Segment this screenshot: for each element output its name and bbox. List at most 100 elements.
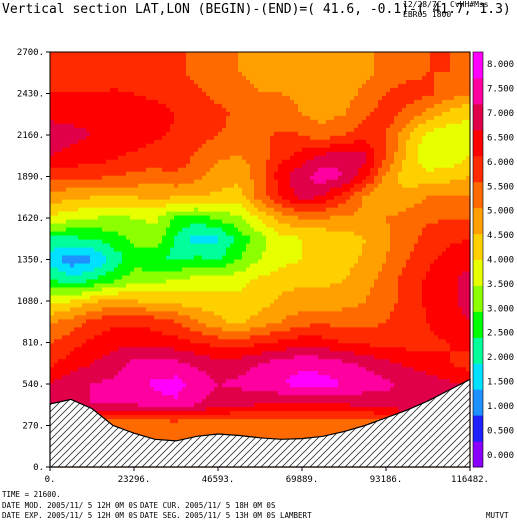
heatmap-cell xyxy=(102,155,107,161)
heatmap-row xyxy=(50,131,471,137)
heatmap-cell xyxy=(262,115,267,121)
heatmap-cell xyxy=(302,215,307,221)
heatmap-cell xyxy=(142,151,147,157)
heatmap-cell xyxy=(354,187,359,193)
heatmap-cell xyxy=(82,211,87,217)
heatmap-cell xyxy=(450,91,455,97)
heatmap-cell xyxy=(222,155,227,161)
heatmap-cell xyxy=(398,55,403,61)
heatmap-cell xyxy=(194,163,199,169)
heatmap-cell xyxy=(370,167,375,173)
heatmap-cell xyxy=(286,171,291,177)
heatmap-cell xyxy=(198,67,203,73)
heatmap-cell xyxy=(50,107,55,113)
heatmap-cell xyxy=(306,223,311,229)
heatmap-cell xyxy=(90,127,95,133)
heatmap-cell xyxy=(346,123,351,129)
heatmap-cell xyxy=(226,195,231,201)
heatmap-cell xyxy=(278,227,283,233)
heatmap-cell xyxy=(410,63,415,69)
heatmap-cell xyxy=(186,203,191,209)
heatmap-cell xyxy=(374,103,379,109)
heatmap-cell xyxy=(210,211,215,217)
heatmap-cell xyxy=(238,115,243,121)
heatmap-cell xyxy=(202,115,207,121)
heatmap-cell xyxy=(442,147,447,153)
heatmap-cell xyxy=(174,199,179,205)
heatmap-cell xyxy=(138,139,143,145)
heatmap-cell xyxy=(206,79,211,85)
heatmap-cell xyxy=(158,99,163,105)
heatmap-cell xyxy=(66,187,71,193)
heatmap-cell xyxy=(378,183,383,189)
heatmap-cell xyxy=(166,215,171,221)
heatmap-cell xyxy=(62,159,67,165)
heatmap-cell xyxy=(290,63,295,69)
heatmap-cell xyxy=(462,215,467,221)
heatmap-cell xyxy=(402,175,407,181)
heatmap-cell xyxy=(154,127,159,133)
heatmap-cell xyxy=(202,67,207,73)
heatmap-cell xyxy=(450,215,455,221)
heatmap-cell xyxy=(158,163,163,169)
heatmap-cell xyxy=(466,219,471,225)
heatmap-cell xyxy=(386,123,391,129)
heatmap-cell xyxy=(430,115,435,121)
heatmap-cell xyxy=(78,179,83,185)
heatmap-cell xyxy=(290,187,295,193)
heatmap-cell xyxy=(390,199,395,205)
heatmap-cell xyxy=(234,115,239,121)
heatmap-cell xyxy=(62,175,67,181)
heatmap-cell xyxy=(170,183,175,189)
heatmap-cell xyxy=(154,79,159,85)
heatmap-cell xyxy=(298,167,303,173)
heatmap-cell xyxy=(310,175,315,181)
heatmap-cell xyxy=(378,111,383,117)
heatmap-cell xyxy=(286,75,291,81)
heatmap-cell xyxy=(374,159,379,165)
heatmap-cell xyxy=(402,211,407,217)
heatmap-cell xyxy=(430,135,435,141)
heatmap-cell xyxy=(318,59,323,65)
heatmap-cell xyxy=(102,199,107,205)
heatmap-cell xyxy=(318,223,323,229)
heatmap-cell xyxy=(74,155,79,161)
heatmap-cell xyxy=(354,231,359,237)
heatmap-cell xyxy=(434,175,439,181)
heatmap-cell xyxy=(402,191,407,197)
heatmap-cell xyxy=(458,143,463,149)
heatmap-cell xyxy=(274,195,279,201)
heatmap-cell xyxy=(374,195,379,201)
heatmap-cell xyxy=(354,131,359,137)
heatmap-cell xyxy=(114,179,119,185)
heatmap-cell xyxy=(386,91,391,97)
heatmap-cell xyxy=(86,55,91,61)
heatmap-cell xyxy=(382,83,387,89)
heatmap-cell xyxy=(138,119,143,125)
heatmap-cell xyxy=(122,139,127,145)
heatmap-cell xyxy=(334,63,339,69)
heatmap-cell xyxy=(418,71,423,77)
heatmap-cell xyxy=(178,215,183,221)
heatmap-cell xyxy=(414,171,419,177)
heatmap-cell xyxy=(426,183,431,189)
heatmap-cell xyxy=(326,119,331,125)
heatmap-cell xyxy=(190,191,195,197)
heatmap-cell xyxy=(326,59,331,65)
heatmap-cell xyxy=(238,83,243,89)
heatmap-cell xyxy=(162,63,167,69)
heatmap-cell xyxy=(274,107,279,113)
heatmap-cell xyxy=(210,151,215,157)
heatmap-cell xyxy=(130,95,135,101)
heatmap-cell xyxy=(130,135,135,141)
heatmap-cells xyxy=(50,52,471,468)
heatmap-cell xyxy=(110,71,115,77)
heatmap-cell xyxy=(406,231,411,237)
heatmap-cell xyxy=(90,55,95,61)
heatmap-cell xyxy=(454,59,459,65)
heatmap-cell xyxy=(146,115,151,121)
heatmap-cell xyxy=(378,219,383,225)
heatmap-cell xyxy=(238,99,243,105)
heatmap-cell xyxy=(262,103,267,109)
heatmap-cell xyxy=(78,215,83,221)
